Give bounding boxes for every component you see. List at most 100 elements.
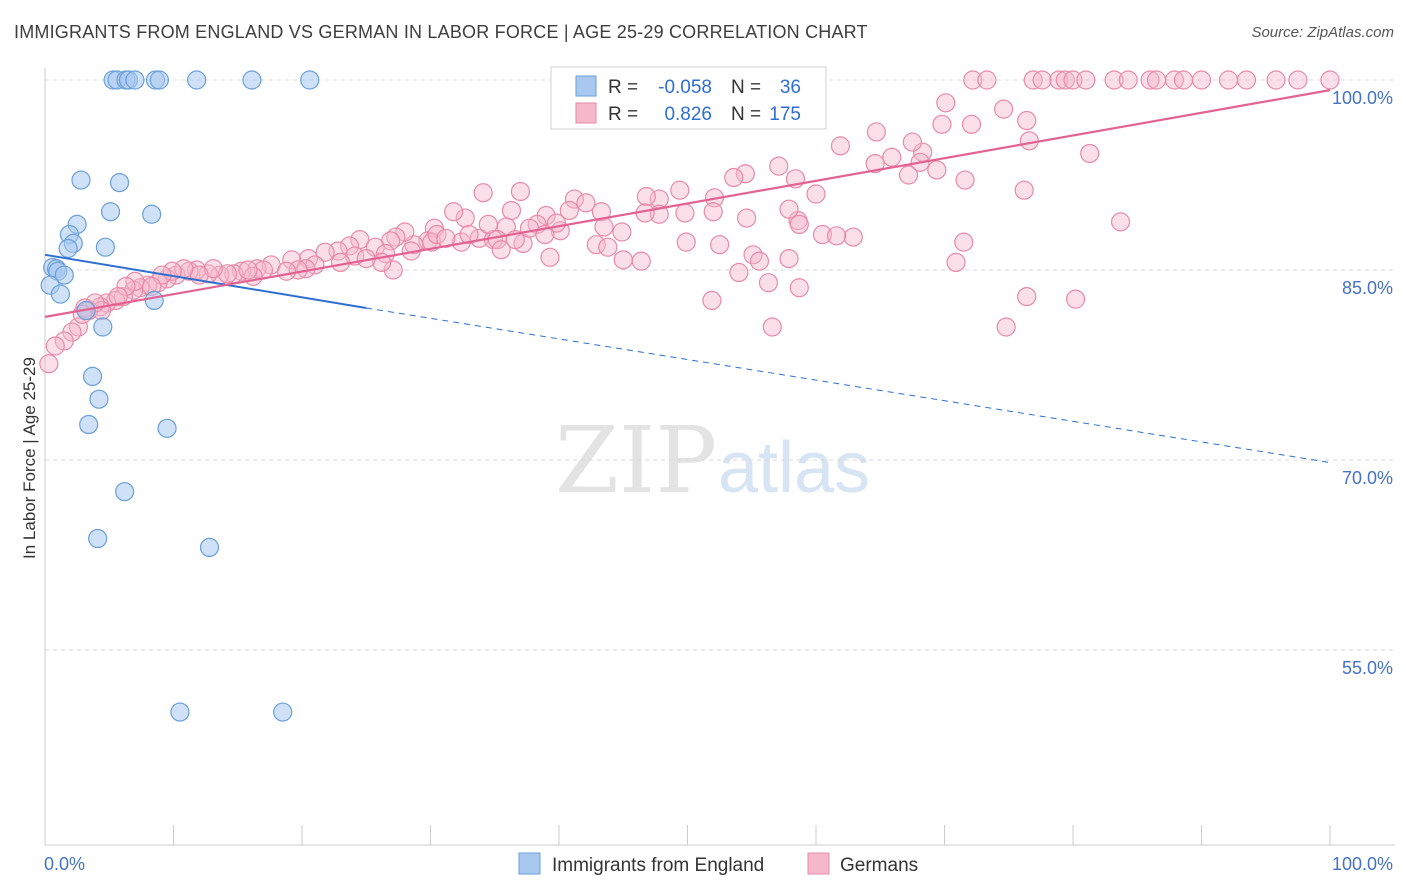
germans-point [1032, 70, 1052, 90]
england-point [157, 418, 177, 438]
germans-point [826, 226, 847, 246]
y-tick-label-3: 55.0% [1342, 658, 1393, 678]
germans-point [203, 259, 223, 279]
england-point [149, 70, 169, 90]
germans-point [501, 200, 522, 221]
germans-point [1014, 180, 1034, 200]
germans-point [1076, 70, 1096, 90]
germans-point [954, 232, 974, 252]
germans-point [927, 160, 947, 180]
y-tick-label-0: 100.0% [1332, 88, 1393, 108]
germans-point [444, 202, 464, 222]
germans-point [724, 167, 744, 188]
germans-point [703, 202, 723, 222]
germans-point [39, 354, 59, 374]
watermark-atlas: atlas [718, 428, 870, 508]
england-point [71, 170, 91, 190]
germans-point [1104, 70, 1124, 90]
germans-point [675, 203, 695, 223]
germans-point [963, 70, 983, 90]
germans-point [994, 99, 1014, 119]
y-tick-label-2: 70.0% [1342, 468, 1393, 488]
germans-point [758, 273, 779, 293]
germans-point [586, 235, 606, 255]
axes [44, 68, 1395, 846]
germans-point [455, 208, 475, 228]
x-tick-label-0: 0.0% [44, 854, 85, 874]
legend-swatch-germans [575, 102, 597, 124]
england-point [125, 70, 145, 90]
germans-point [936, 93, 956, 113]
germans-point [217, 264, 238, 284]
bottom-legend-swatch-england [518, 852, 541, 875]
england-point [187, 70, 207, 90]
germans-point [1288, 70, 1308, 90]
germans-point [769, 156, 789, 176]
germans-point [1320, 70, 1340, 90]
germans-point [932, 114, 952, 134]
germans-point [1019, 131, 1039, 151]
germans-point [955, 170, 975, 190]
germans-point [737, 208, 757, 228]
germans-point [812, 224, 833, 245]
legend-n-label-germans: N = [731, 104, 761, 125]
germans-point [612, 222, 632, 242]
germans-point [598, 237, 618, 257]
germans-point [865, 154, 885, 174]
germans-point [1055, 70, 1075, 90]
germans-point [1065, 289, 1086, 309]
germans-point [729, 262, 749, 283]
legend-n-value-germans: 175 [769, 104, 801, 125]
england-point [109, 173, 130, 193]
germans-point [510, 181, 531, 202]
germans-point [1110, 212, 1131, 232]
germans-point [1118, 70, 1138, 90]
legend-n-value-england: 36 [780, 77, 801, 98]
germans-point [1080, 143, 1100, 164]
germans-point [636, 186, 656, 207]
germans-point [282, 250, 302, 270]
england-point [100, 202, 121, 222]
england-point [142, 204, 162, 224]
germans-point [386, 227, 406, 247]
england-point [115, 482, 135, 502]
england-trend-extension [366, 307, 1331, 464]
legend-r-value-germans: 0.826 [664, 104, 712, 125]
germans-point [54, 331, 74, 351]
england-point [82, 366, 103, 386]
germans-point [478, 214, 498, 234]
germans-point [1017, 287, 1037, 307]
germans-point [383, 260, 403, 280]
chart-title: IMMIGRANTS FROM ENGLAND VS GERMAN IN LAB… [14, 22, 868, 42]
england-point [88, 528, 108, 549]
germans-point [977, 70, 997, 90]
germans-point [68, 317, 89, 337]
germans-point [238, 260, 258, 280]
bottom-legend-label-germans: Germans [840, 855, 918, 876]
germans-point [473, 183, 493, 203]
germans-point [1173, 70, 1194, 90]
germans-point [902, 132, 922, 152]
grid-lines [45, 79, 1395, 651]
germans-point [762, 317, 782, 337]
legend-n-label-england: N = [731, 77, 761, 98]
germans-point [710, 235, 730, 255]
england-point [50, 284, 71, 304]
source-label: Source: ZipAtlas.com [1251, 24, 1394, 41]
germans-point [576, 193, 596, 213]
germans-point [594, 217, 614, 237]
trend-lines [44, 89, 1331, 464]
germans-point [898, 165, 919, 185]
legend-r-label-england: R = [608, 77, 638, 98]
germans-point [45, 336, 65, 356]
germans-point [961, 114, 982, 134]
england-point [170, 702, 190, 722]
germans-trend-line [44, 89, 1331, 318]
watermark-zip: ZIP [555, 407, 717, 514]
germans-point [613, 250, 633, 270]
germans-point [1236, 70, 1257, 90]
legend-swatch-england [575, 75, 597, 97]
legend-r-label-germans: R = [608, 104, 638, 125]
england-point [273, 702, 293, 722]
